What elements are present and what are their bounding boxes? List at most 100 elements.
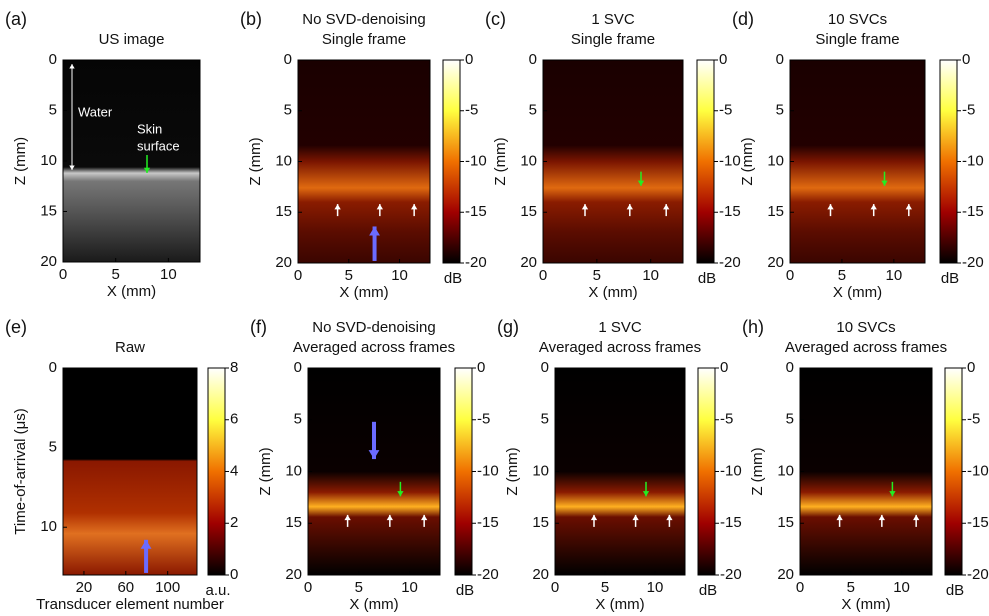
x-tick-label: 10 xyxy=(391,267,408,284)
colorbar-tick-label: 2 xyxy=(230,514,238,531)
colorbar-tick-label: -20 xyxy=(465,254,487,271)
arrow-head xyxy=(905,204,912,210)
x-tick-label: 5 xyxy=(593,267,601,284)
colorbar-tick-label: -10 xyxy=(719,152,741,169)
y-tick-label: 5 xyxy=(786,411,794,428)
colorbar-tick-label: -15 xyxy=(720,514,742,531)
x-tick-label: 10 xyxy=(401,579,418,596)
y-tick-label: 15 xyxy=(767,203,784,220)
y-tick-label: 20 xyxy=(275,254,292,271)
y-axis-label: Z (mm) xyxy=(749,447,766,495)
x-axis-label: X (mm) xyxy=(595,596,644,613)
arrow-head xyxy=(397,491,404,497)
y-tick-label: 10 xyxy=(767,152,784,169)
y-axis-label: Z (mm) xyxy=(739,137,756,185)
arrow-head xyxy=(411,204,418,210)
y-tick-label: 15 xyxy=(40,202,57,219)
colorbar xyxy=(697,367,716,576)
panel-letter: (b) xyxy=(240,9,262,29)
arrow-head xyxy=(590,514,598,521)
panel-letter: (a) xyxy=(5,9,27,29)
x-tick-label: 10 xyxy=(160,266,177,283)
panel-letter: (d) xyxy=(732,9,754,29)
x-tick-label: 5 xyxy=(847,579,855,596)
colorbar-tick-label: -5 xyxy=(465,102,478,119)
colorbar-tick-label: -10 xyxy=(720,462,742,479)
arrow-head xyxy=(666,514,673,521)
panel-title: Averaged across frames xyxy=(785,339,947,356)
arrow-head xyxy=(69,165,75,170)
annotation: surface xyxy=(137,138,180,153)
image xyxy=(554,367,686,576)
y-tick-label: 10 xyxy=(520,152,537,169)
arrow-head xyxy=(827,204,834,210)
y-tick-label: 10 xyxy=(40,152,57,169)
colorbar-unit: dB xyxy=(698,270,716,287)
y-tick-label: 20 xyxy=(767,254,784,271)
y-tick-label: 10 xyxy=(532,462,549,479)
y-tick-label: 0 xyxy=(284,51,292,68)
panel-title: 10 SVCs xyxy=(828,11,887,28)
y-tick-label: 20 xyxy=(40,253,57,270)
arrow-head xyxy=(870,204,877,210)
y-tick-label: 20 xyxy=(777,566,794,583)
y-tick-label: 15 xyxy=(520,203,537,220)
panel-title: 1 SVC xyxy=(598,319,642,336)
arrow-head xyxy=(663,204,670,210)
panel-title: Single frame xyxy=(571,31,655,48)
arrow-head xyxy=(913,514,920,521)
colorbar-unit: dB xyxy=(444,270,462,287)
arrow-head xyxy=(878,514,885,521)
image xyxy=(307,367,441,576)
x-tick-label: 0 xyxy=(294,267,302,284)
colorbar-tick-label: -10 xyxy=(962,152,984,169)
image xyxy=(799,367,933,576)
colorbar-tick-label: -15 xyxy=(962,203,984,220)
x-tick-label: 60 xyxy=(117,579,134,596)
arrow-head xyxy=(334,204,341,210)
colorbar-tick-label: -5 xyxy=(719,102,732,119)
colorbar-tick-label: -10 xyxy=(967,462,989,479)
colorbar-tick-label: -20 xyxy=(719,254,741,271)
arrow-head xyxy=(836,514,843,521)
y-tick-label: 5 xyxy=(776,102,784,119)
x-tick-label: 5 xyxy=(838,267,846,284)
panel-letter: (f) xyxy=(250,317,267,337)
y-axis-label: Z (mm) xyxy=(12,137,29,185)
x-tick-label: 0 xyxy=(304,579,312,596)
arrow-head xyxy=(881,180,888,186)
colorbar-tick-label: -20 xyxy=(962,254,984,271)
y-tick-label: 5 xyxy=(294,411,302,428)
panel-letter: (h) xyxy=(742,317,764,337)
y-tick-label: 10 xyxy=(275,152,292,169)
arrow-head xyxy=(140,539,152,549)
x-axis-label: X (mm) xyxy=(588,284,637,301)
colorbar-unit: a.u. xyxy=(205,582,230,599)
colorbar-tick-label: -5 xyxy=(720,411,733,428)
arrow-head xyxy=(368,450,380,460)
annotation: Skin xyxy=(137,121,162,136)
x-tick-label: 0 xyxy=(539,267,547,284)
x-axis-label: X (mm) xyxy=(833,284,882,301)
x-axis-label: X (mm) xyxy=(841,596,890,613)
x-tick-label: 5 xyxy=(345,267,353,284)
panel-title: 10 SVCs xyxy=(836,319,895,336)
arrow-head xyxy=(889,491,896,497)
y-tick-label: 5 xyxy=(529,102,537,119)
y-tick-label: 10 xyxy=(777,462,794,479)
y-axis-label: Time-of-arrival (μs) xyxy=(12,408,29,534)
y-axis-label: Z (mm) xyxy=(492,137,509,185)
y-tick-label: 0 xyxy=(294,359,302,376)
colorbar-tick-label: 4 xyxy=(230,462,238,479)
colorbar-tick-label: -15 xyxy=(967,514,989,531)
colorbar-tick-label: -15 xyxy=(477,514,499,531)
x-tick-label: 5 xyxy=(601,579,609,596)
x-tick-label: 10 xyxy=(647,579,664,596)
arrow-head xyxy=(421,514,428,521)
colorbar-tick-label: -5 xyxy=(477,411,490,428)
arrow-head xyxy=(143,167,151,173)
arrow-head xyxy=(642,491,650,497)
panel-title: US image xyxy=(99,31,165,48)
arrow-head xyxy=(632,514,639,521)
